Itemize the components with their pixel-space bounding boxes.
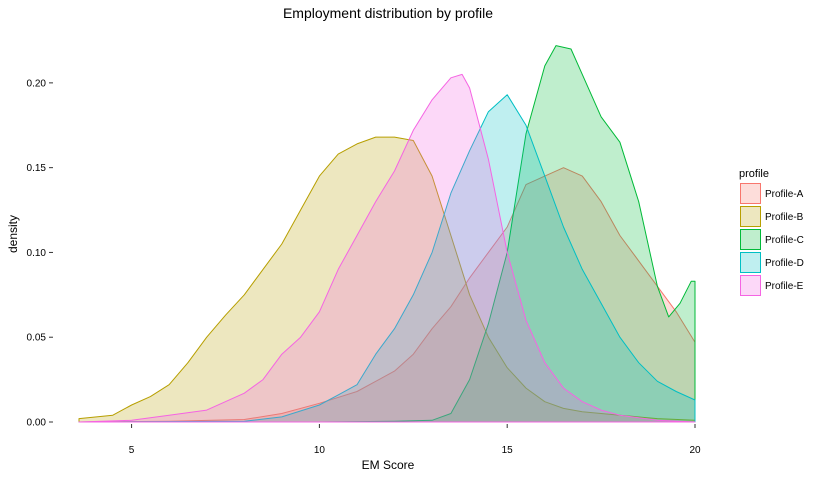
density-area-profile-e	[78, 73, 696, 423]
density-area-profile-c	[78, 45, 696, 423]
legend-key-bg	[740, 252, 761, 273]
legend-key-profile-d	[740, 252, 761, 273]
legend-key-profile-a	[740, 183, 761, 204]
x-tick-label: 20	[689, 445, 701, 456]
chart-title: Employment distribution by profile	[283, 5, 493, 21]
legend-label: Profile-D	[765, 258, 804, 269]
legend-key-bg	[740, 206, 761, 227]
legend-label: Profile-E	[765, 281, 804, 292]
legend-key-bg	[740, 183, 761, 204]
x-tick-label: 10	[314, 445, 326, 456]
legend-key-bg	[740, 275, 761, 296]
density-area-profile-b	[78, 136, 696, 423]
legend-key-profile-e	[740, 275, 761, 296]
y-tick-label: 0.05	[27, 333, 47, 344]
legend-key-profile-c	[740, 229, 761, 250]
x-axis: 5 10 15 20	[129, 424, 701, 456]
legend-key-bg	[740, 229, 761, 250]
y-axis: 0.00 0.05 0.10 0.15 0.20	[27, 78, 53, 429]
y-axis-title: density	[6, 215, 20, 253]
y-tick-label: 0.20	[27, 78, 47, 89]
y-tick-label: 0.10	[27, 248, 47, 259]
legend-key-profile-b	[740, 206, 761, 227]
legend: profile Profile-AProfile-BProfile-CProfi…	[739, 168, 804, 296]
legend-title: profile	[739, 168, 769, 180]
density-area-profile-d	[78, 94, 696, 423]
legend-items: Profile-A Profile-B Profile-C Profile-D Prof…	[740, 183, 804, 296]
x-tick-label: 15	[502, 445, 514, 456]
legend-label: Profile-A	[765, 189, 804, 200]
x-axis-title: EM Score	[362, 458, 415, 472]
legend-label: Profile-C	[765, 235, 804, 246]
x-tick-label: 5	[129, 445, 135, 456]
legend-label: Profile-B	[765, 212, 804, 223]
y-tick-label: 0.15	[27, 163, 47, 174]
y-tick-label: 0.00	[27, 418, 47, 429]
density-areas	[78, 45, 696, 423]
